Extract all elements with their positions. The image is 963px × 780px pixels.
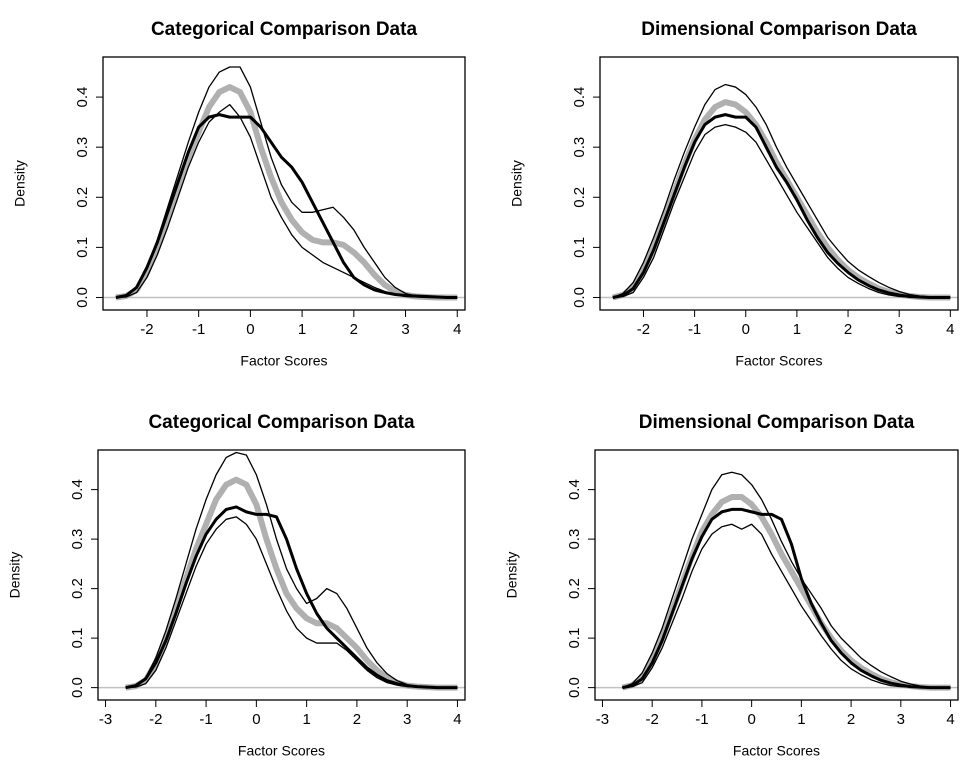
y-tick-label: 0.0 (571, 287, 588, 308)
panel: Categorical Comparison Data Factor Scores… (12, 19, 466, 369)
y-tick-label: 0.4 (566, 479, 583, 500)
y-tick-label: 0.3 (566, 529, 583, 550)
x-tick-label: 0 (252, 711, 260, 728)
x-tick-label: 2 (844, 321, 852, 338)
x-axis-label: Factor Scores (733, 743, 820, 759)
plot-frame (97, 449, 466, 701)
plot-frame (594, 449, 959, 701)
density-line (622, 507, 951, 690)
x-tick-label: 4 (453, 711, 461, 728)
x-tick-label: -1 (688, 321, 701, 338)
y-tick-label: 0.1 (74, 237, 91, 258)
plot-frame (102, 56, 466, 311)
y-tick-label: 0.1 (69, 628, 86, 649)
y-tick-label: 0.4 (571, 87, 588, 108)
y-axis-label: Density (12, 160, 28, 207)
x-tick-label: 3 (401, 321, 409, 338)
y-tick-label: 0.2 (571, 187, 588, 208)
x-tick-label: -3 (99, 711, 112, 728)
x-tick-label: 3 (895, 321, 903, 338)
y-tick-label: 0.0 (566, 677, 583, 698)
x-tick-label: 0 (742, 321, 750, 338)
x-axis-label: Factor Scores (735, 353, 822, 369)
density-line (115, 113, 458, 299)
density-line (115, 84, 458, 301)
x-axis-label: Factor Scores (240, 353, 327, 369)
x-tick-label: 1 (298, 321, 306, 338)
density-line (612, 113, 951, 299)
plot-frame (599, 56, 959, 311)
y-axis-label: Density (7, 552, 23, 599)
density-line (125, 505, 458, 690)
y-tick-label: 0.2 (74, 187, 91, 208)
x-axis-label: Factor Scores (238, 743, 325, 759)
chart-title: Categorical Comparison Data (151, 19, 417, 40)
x-tick-label: 2 (353, 711, 361, 728)
x-tick-label: 4 (946, 321, 954, 338)
y-tick-label: 0.2 (566, 578, 583, 599)
y-axis-label: Density (504, 552, 520, 599)
x-tick-label: 2 (847, 711, 855, 728)
x-tick-label: -2 (637, 321, 650, 338)
x-tick-label: 4 (946, 711, 954, 728)
x-tick-label: 1 (793, 321, 801, 338)
density-line (125, 476, 458, 691)
density-line (622, 523, 951, 689)
panel: Categorical Comparison Data Factor Scores… (7, 412, 466, 759)
y-tick-label: 0.4 (69, 479, 86, 500)
y-tick-label: 0.2 (69, 578, 86, 599)
density-line (612, 83, 951, 299)
x-tick-label: -1 (199, 711, 212, 728)
chart-title: Categorical Comparison Data (148, 412, 414, 433)
x-tick-label: 3 (897, 711, 905, 728)
density-line (125, 451, 458, 689)
x-tick-label: 3 (403, 711, 411, 728)
y-tick-label: 0.3 (74, 137, 91, 158)
x-tick-label: 0 (747, 711, 755, 728)
x-tick-label: -1 (192, 321, 205, 338)
density-line (612, 123, 951, 299)
panel: Dimensional Comparison Data Factor Scores… (509, 19, 959, 369)
y-axis-label: Density (509, 160, 525, 207)
x-tick-label: 0 (246, 321, 254, 338)
y-tick-label: 0.4 (74, 87, 91, 108)
y-tick-label: 0.0 (69, 677, 86, 698)
x-tick-label: -1 (695, 711, 708, 728)
x-tick-label: -2 (140, 321, 153, 338)
y-tick-label: 0.3 (69, 529, 86, 550)
chart-title: Dimensional Comparison Data (639, 412, 915, 433)
density-line (612, 99, 951, 301)
x-tick-label: 2 (350, 321, 358, 338)
y-tick-label: 0.3 (571, 137, 588, 158)
y-tick-label: 0.1 (566, 628, 583, 649)
x-tick-label: -3 (596, 711, 609, 728)
density-line (115, 66, 458, 299)
density-line (115, 103, 458, 299)
x-tick-label: -2 (149, 711, 162, 728)
y-tick-label: 0.0 (74, 287, 91, 308)
x-tick-label: 1 (302, 711, 310, 728)
density-line (621, 494, 951, 691)
x-tick-label: 4 (453, 321, 461, 338)
chart-title: Dimensional Comparison Data (641, 19, 917, 40)
panel: Dimensional Comparison Data Factor Scores… (504, 412, 959, 759)
density-line (622, 471, 951, 689)
x-tick-label: -2 (646, 711, 659, 728)
y-tick-label: 0.1 (571, 237, 588, 258)
x-tick-label: 1 (797, 711, 805, 728)
